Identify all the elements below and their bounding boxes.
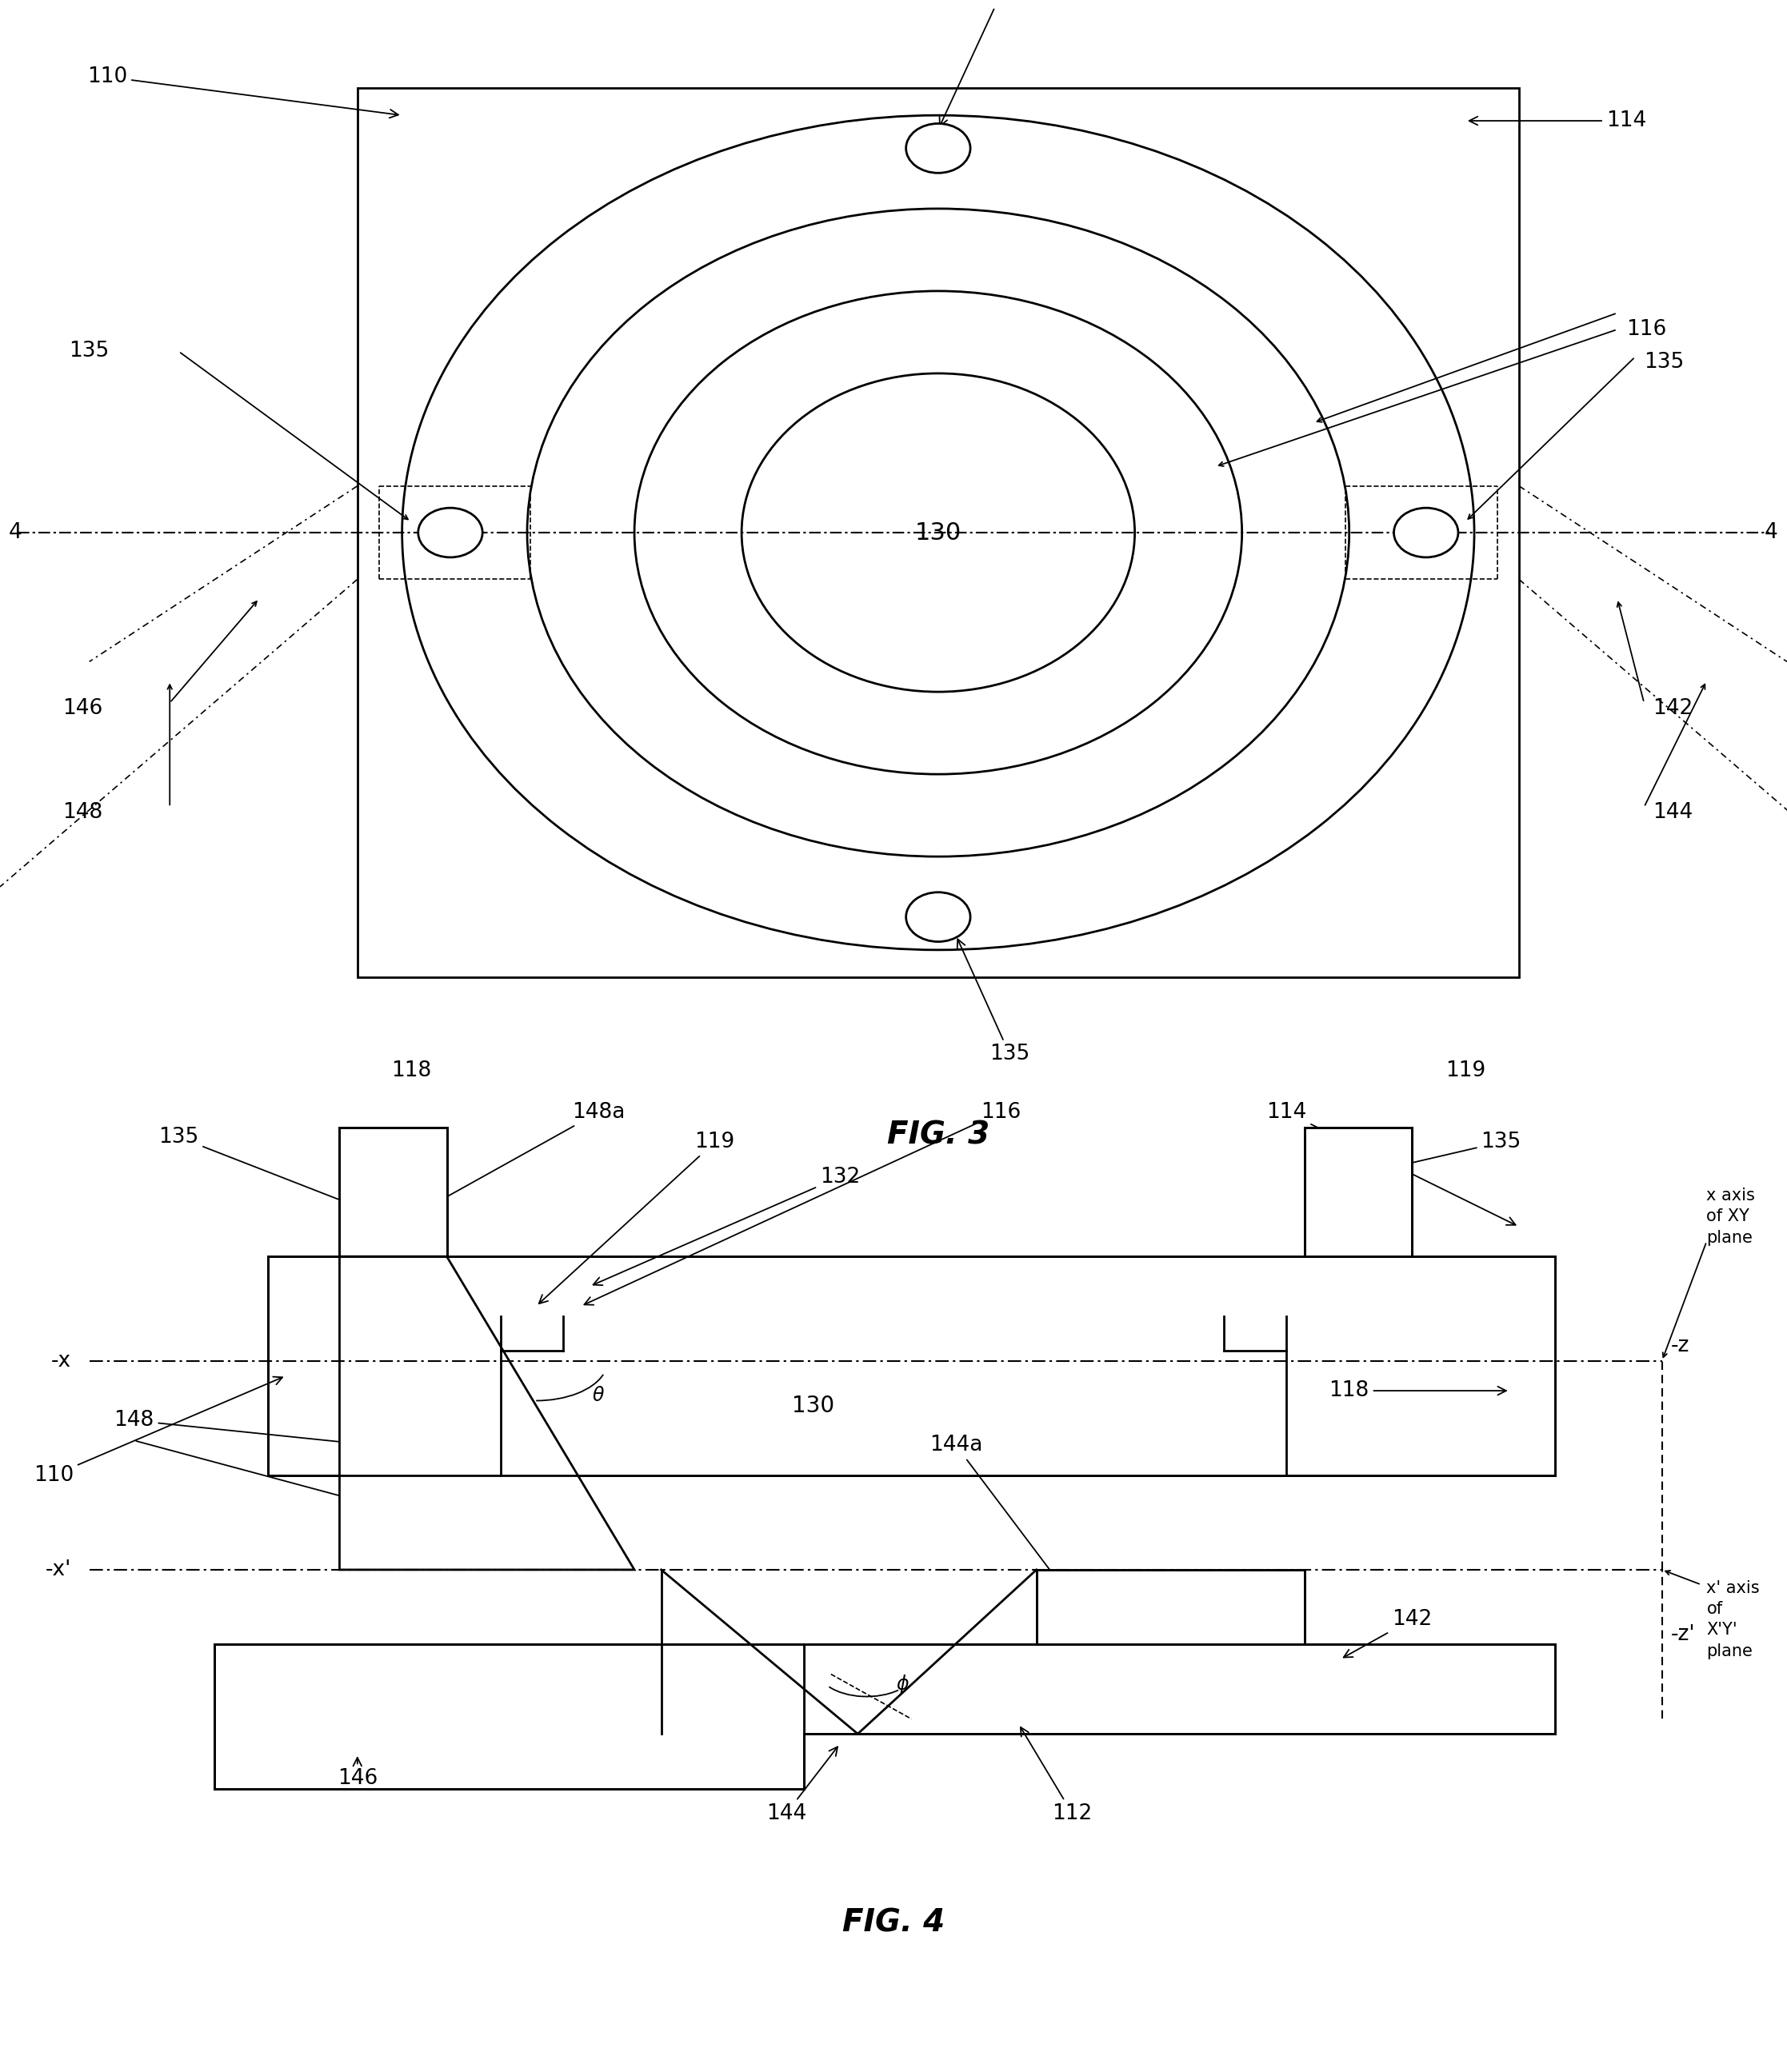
Text: 4: 4 [1766, 522, 1778, 543]
Text: 135: 135 [70, 342, 109, 363]
Bar [268, 1256, 1555, 1475]
Bar [214, 1645, 804, 1788]
Text: $\phi$: $\phi$ [895, 1672, 910, 1695]
Text: x axis
of XY
plane: x axis of XY plane [1707, 1187, 1755, 1245]
Text: 4: 4 [9, 522, 21, 543]
Text: $\theta$: $\theta$ [591, 1386, 606, 1405]
Bar [500, 1316, 1287, 1475]
Text: 142: 142 [1344, 1610, 1431, 1658]
Text: 110: 110 [34, 1376, 282, 1486]
Text: 130: 130 [915, 520, 961, 545]
Text: 135: 135 [159, 1127, 354, 1206]
Ellipse shape [1394, 508, 1458, 557]
Text: 135: 135 [958, 939, 1029, 1065]
Text: 144a: 144a [929, 1436, 1070, 1598]
Text: 135: 135 [940, 0, 1020, 126]
Text: 118: 118 [391, 1061, 431, 1082]
Text: 135: 135 [1644, 352, 1683, 373]
Bar [357, 87, 1519, 978]
Text: 116: 116 [1626, 319, 1665, 340]
Ellipse shape [906, 893, 970, 941]
Text: 135: 135 [1397, 1131, 1521, 1169]
Text: 132: 132 [593, 1167, 860, 1285]
Ellipse shape [418, 508, 482, 557]
Text: 144: 144 [767, 1747, 838, 1823]
Text: 119: 119 [540, 1131, 734, 1303]
Text: 119: 119 [1446, 1061, 1485, 1082]
Text: 110: 110 [88, 66, 399, 118]
Bar [1036, 1571, 1305, 1645]
Text: 146: 146 [63, 698, 102, 719]
Text: -z: -z [1671, 1336, 1689, 1357]
Text: 148: 148 [114, 1411, 372, 1448]
Text: x' axis
of
X'Y'
plane: x' axis of X'Y' plane [1707, 1579, 1760, 1660]
Text: -z': -z' [1671, 1624, 1696, 1645]
Polygon shape [340, 1256, 634, 1571]
Text: 146: 146 [338, 1757, 377, 1788]
Ellipse shape [906, 124, 970, 172]
Text: 112: 112 [1020, 1728, 1092, 1823]
Text: 142: 142 [1653, 698, 1692, 719]
Bar [804, 1645, 1555, 1734]
Text: 148: 148 [63, 802, 102, 823]
Text: 144: 144 [1653, 802, 1692, 823]
Bar [1305, 1127, 1412, 1256]
Text: 114: 114 [1469, 110, 1646, 131]
Text: 148a: 148a [397, 1102, 625, 1225]
Text: 116: 116 [584, 1102, 1020, 1305]
Text: 130: 130 [792, 1394, 835, 1417]
Text: -x': -x' [46, 1560, 71, 1581]
Text: 114: 114 [1267, 1102, 1515, 1225]
Text: -x: -x [52, 1351, 71, 1372]
Text: 118: 118 [1330, 1380, 1506, 1401]
Text: FIG. 3: FIG. 3 [886, 1121, 990, 1150]
Bar [340, 1127, 447, 1256]
Text: FIG. 4: FIG. 4 [842, 1908, 945, 1937]
